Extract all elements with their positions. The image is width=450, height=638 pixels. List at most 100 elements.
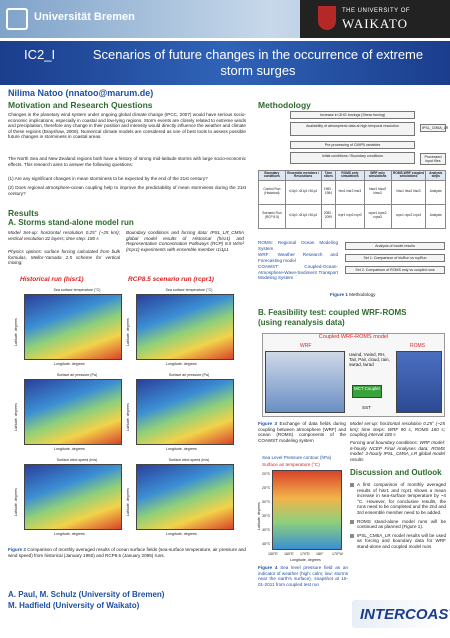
- table-row: Scenario Run (RCP 8.5) r1i1p1 r2i1p1 r3i1…: [258, 203, 446, 229]
- flow-box: Initial conditions / Boundary conditions: [290, 152, 415, 164]
- analysis-box: Set 1: Comparison of hisRun vs rcpRun: [345, 254, 445, 263]
- variables-text: Uwind, Vwind, RH, Tair, Pair, cloud, rai…: [349, 352, 390, 368]
- axis-label: Latitude, degrees: [14, 403, 18, 431]
- side-box: IPSL_CM5A_LR: [420, 124, 448, 133]
- flow-box: Increase in GHG forcings (Shear forcing): [290, 111, 415, 120]
- right-logo-top: THE UNIVERSITY OF: [342, 8, 411, 14]
- axis-label: Latitude, degrees: [257, 502, 261, 530]
- figure-label: Historical run (hisr1): [20, 276, 84, 283]
- subsection-heading: B. Feasibility test: coupled WRF-ROMS (u…: [258, 308, 407, 327]
- axis-label: Longitude, degrees: [290, 558, 321, 562]
- component-label: WRF: [300, 343, 312, 349]
- title-band: [0, 41, 450, 85]
- map-title: Surface air pressure (Pa): [56, 373, 98, 377]
- boundary-text: Boundary conditions and forcing data: IP…: [126, 230, 244, 252]
- legend-text: WRF: Weather Research and Forecasting mo…: [258, 252, 338, 263]
- coupler-box: MCT Coupler: [352, 385, 382, 398]
- map: [136, 464, 234, 530]
- map-title: Sea surface temperature (°C): [165, 288, 213, 292]
- bullet: IPSL_CM5A_LR model results will be used …: [350, 533, 446, 550]
- table-header-cell: Analysis steps: [425, 170, 446, 181]
- table-cell: r1i1p1 r2i1p1 r3i1p1: [284, 203, 322, 229]
- map-title: Sea Level Pressure contour (hPa): [262, 455, 332, 460]
- table-cell: 1960 - 1984: [320, 179, 337, 205]
- table-header: Boundary conditions Ensemble members / Re…: [258, 170, 446, 181]
- left-logo: Universität Bremen: [34, 11, 135, 23]
- waikato-crest: [318, 6, 336, 30]
- table-header-cell: ROMS-WRF coupled simulations: [390, 170, 427, 181]
- axis-label: Longitude, degrees: [166, 532, 197, 536]
- caption-text: Sea level pressure field as an indicator…: [258, 565, 349, 587]
- map: [24, 464, 122, 530]
- map: [136, 379, 234, 445]
- component-label: ROMS: [410, 343, 425, 349]
- table-header-cell: Ensemble members / Resolutions: [284, 170, 322, 181]
- coauthor: M. Hadfield (University of Waikato): [8, 601, 140, 610]
- lat-tick-label: 45°S: [262, 542, 270, 546]
- figure-title: Coupled WRF-ROMS model: [318, 334, 389, 340]
- map: [24, 379, 122, 445]
- axis-label: Longitude, degrees: [166, 447, 197, 451]
- caption-text: Comparison of monthly averaged results o…: [8, 547, 246, 558]
- bremen-icon: [6, 8, 28, 30]
- method-table: Boundary conditions Ensemble members / Re…: [258, 170, 446, 229]
- table-cell: hisc1 hisc2 hisc3: [390, 179, 427, 205]
- axis-label: Longitude, degrees: [54, 447, 85, 451]
- legend-text: COAWST: Coupled-Ocean-Atmosphere-Wave-Se…: [258, 264, 338, 281]
- caption-text: Methodology: [349, 292, 376, 297]
- sst-label: SST: [362, 405, 371, 410]
- lat-tick-label: 20°S: [262, 472, 270, 476]
- flow-box: Availability of atmospheric data at high…: [290, 122, 415, 136]
- section-heading: Motivation and Research Questions: [8, 100, 153, 110]
- lon-tick-label: 180°: [316, 552, 324, 556]
- analysis-box: Analysis of model results: [345, 242, 445, 251]
- right-logo-name: WAIKATO: [342, 16, 408, 31]
- lat-tick-label: 40°S: [262, 528, 270, 532]
- map: [136, 294, 234, 360]
- axis-label: Latitude, degrees: [126, 318, 130, 346]
- lon-tick-label: 160°E: [284, 552, 294, 556]
- axis-label: Latitude, degrees: [14, 488, 18, 516]
- logo-band: [352, 600, 446, 628]
- caption-label: Figure 1: [330, 292, 348, 297]
- analysis-box: Set 2: Comparison of ROMS only vs couple…: [345, 266, 445, 275]
- caption-text: Exchange of data fields during coupling …: [258, 421, 346, 443]
- caption-label: Figure 2: [8, 547, 26, 552]
- table-cell: hisr1 hisr2 hisr3: [335, 179, 365, 205]
- table-cell: rcpr1 rcpr2 rcpr3: [335, 203, 365, 229]
- flow-box: Pre-processing of CMIP5 variables: [290, 141, 415, 150]
- bullet: A first comparison of monthly averaged r…: [350, 482, 446, 516]
- figure-caption: Figure 1 Methodology: [330, 292, 375, 298]
- table-header-cell: WRF only simulations: [363, 170, 392, 181]
- roms-map: [396, 351, 442, 413]
- lat-tick-label: 25°S: [262, 486, 270, 490]
- axis-label: Longitude, degrees: [54, 362, 85, 366]
- lon-tick-label: 170°W: [332, 552, 343, 556]
- figure-caption: Figure 3 Exchange of data fields during …: [258, 421, 346, 443]
- table-cell: Control Run (Historical): [258, 179, 286, 205]
- table-cell: Analysis: [425, 203, 446, 229]
- map: [24, 294, 122, 360]
- map-title: Surface wind speed (m/s): [56, 458, 98, 462]
- lon-tick-label: 150°E: [268, 552, 278, 556]
- question: (2) Does regional atmosphere-ocean coupl…: [8, 185, 246, 196]
- setup-text: Model Set-up: horizontal resolution 0.25…: [8, 230, 120, 241]
- figure-caption: Figure 4 Sea level pressure field as an …: [258, 565, 348, 587]
- axis-label: Longitude, degrees: [166, 362, 197, 366]
- table-cell: hisw1 hisw2 hisw3: [363, 179, 392, 205]
- footer-logo: INTERCOAST: [360, 606, 450, 623]
- section-heading: Results: [8, 208, 39, 218]
- setup-text: Forcing and boundary conditions: WRF mod…: [350, 440, 445, 462]
- map-title: Surface air temperature (°C): [262, 462, 320, 467]
- table-header-cell: Time slices: [320, 170, 337, 181]
- figure-label: RCP8.5 scenario run (rcpr1): [128, 276, 214, 283]
- section-heading: Methodology: [258, 100, 311, 110]
- paragraph: Changes in the planetary wind system und…: [8, 112, 246, 140]
- caption-label: Figure 4: [258, 565, 278, 570]
- wrf-map: [265, 351, 345, 413]
- section-heading: Discussion and Outlook: [350, 468, 442, 477]
- bullet-list: A first comparison of monthly averaged r…: [350, 482, 446, 553]
- table-cell: Scenario Run (RCP 8.5): [258, 203, 286, 229]
- figure-caption: Figure 2 Comparison of monthly averaged …: [8, 547, 246, 558]
- subsection-heading: A. Storms stand-alone model run: [8, 218, 134, 227]
